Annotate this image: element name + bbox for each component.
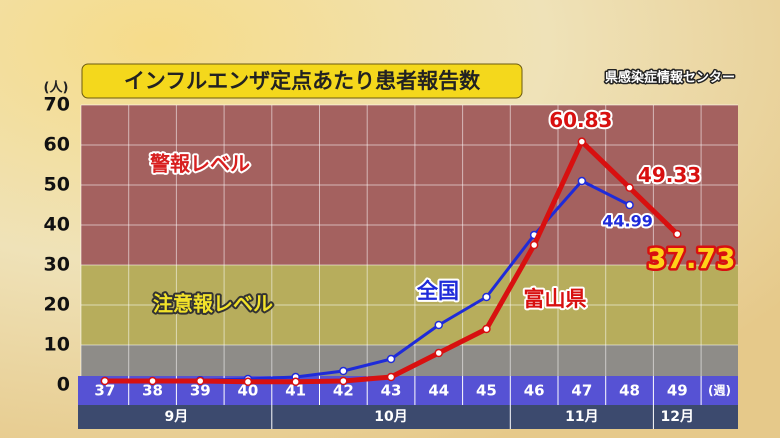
data-point [577, 176, 587, 186]
data-point [148, 376, 157, 386]
data-point [339, 366, 348, 376]
y-tick-label: 60 [44, 134, 70, 156]
y-tick-label: 50 [44, 174, 70, 196]
source: 県感染症情報センター [605, 70, 735, 86]
data-label: 60.83 [549, 108, 612, 132]
series-label: 富山県 [524, 287, 587, 311]
data-point [243, 377, 253, 387]
data-point [100, 376, 110, 386]
month-label: 10月 [374, 409, 407, 425]
data-point [482, 324, 491, 334]
data-point [339, 376, 348, 386]
x-tick-label: 42 [333, 382, 354, 400]
title-box [81, 63, 523, 99]
x-tick-label: 47 [571, 382, 592, 400]
data-label: 37.73 [647, 242, 736, 275]
y-tick-label: 10 [44, 334, 70, 356]
x-tick-label: 39 [190, 382, 211, 400]
data-point [196, 376, 205, 386]
data-point [529, 240, 539, 250]
y-axis-label: (人) [44, 80, 69, 96]
x-tick-label: 44 [428, 382, 449, 400]
y-tick-label: 20 [44, 294, 70, 316]
x-tick-label: 43 [381, 382, 402, 400]
series-label: 全国 [416, 279, 459, 303]
x-tick-label: 48 [619, 382, 640, 400]
data-point [673, 229, 682, 239]
y-tick-label: 70 [44, 94, 70, 116]
x-tick-label: 41 [285, 382, 306, 400]
x-tick-label: 40 [238, 382, 259, 400]
data-point [625, 183, 634, 192]
band-label: 注意報レベル [153, 292, 273, 316]
x-tick-label: 45 [476, 382, 497, 400]
x-tick-label: 37 [94, 382, 115, 400]
data-label: 44.99 [602, 212, 653, 231]
month-label: 9月 [165, 409, 189, 425]
data-point [482, 292, 491, 302]
month-label: 11月 [565, 409, 598, 425]
data-point [577, 137, 587, 146]
x-tick-label: 49 [667, 382, 688, 400]
x-tick-label: 38 [142, 382, 163, 400]
x-axis-label: (週) [708, 383, 731, 398]
month-strip [78, 405, 738, 429]
data-point [291, 377, 300, 387]
data-point [434, 320, 443, 330]
data-point [625, 200, 634, 210]
data-point [386, 372, 396, 382]
chart-title: インフルエンザ定点あたり患者報告数 [124, 69, 481, 93]
y-tick-label: 40 [44, 214, 70, 236]
band-label: 警報レベル [150, 152, 250, 176]
data-label: 49.33 [638, 163, 701, 187]
month-label: 12月 [661, 409, 694, 425]
x-tick-label: 46 [524, 382, 545, 400]
data-point [434, 348, 443, 358]
y-tick-label: 0 [57, 374, 70, 396]
y-tick-label: 30 [44, 254, 70, 276]
data-point [386, 354, 396, 364]
